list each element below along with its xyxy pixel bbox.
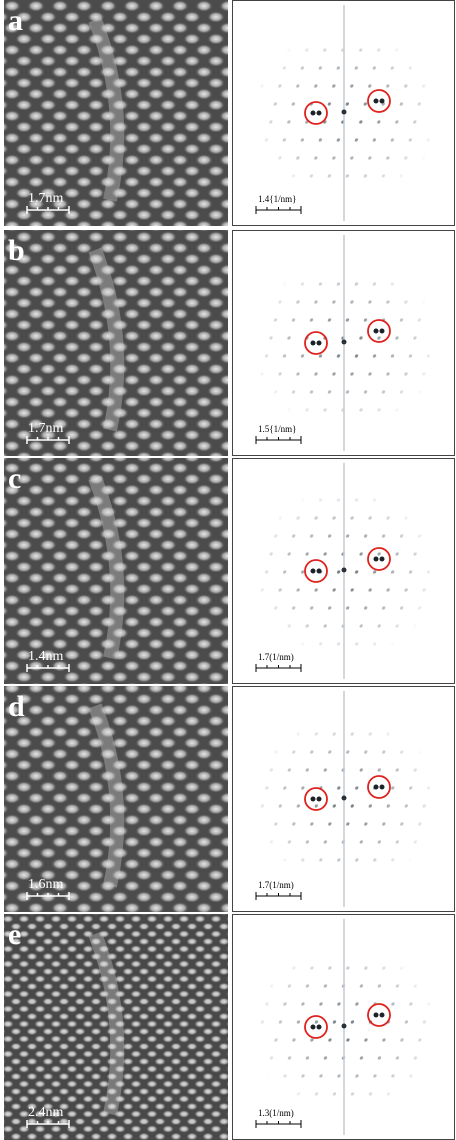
fft-center xyxy=(342,1024,347,1029)
panel-row: e 2.4nm 1.3(1/nm) xyxy=(4,914,455,1140)
panel-row: b 1.7nm 1.5{1/nm} xyxy=(4,230,455,456)
scale-label: 2.4nm xyxy=(28,1105,64,1120)
fft-peak xyxy=(374,99,379,104)
panel-label: c xyxy=(8,462,21,495)
page: a 1.7nm 1.4{1/nm} b 1.7nm 1.5{1/nm} c 1.4nm 1.7(… xyxy=(0,0,456,1140)
panel-row: d 1.6nm 1.7(1/nm) xyxy=(4,686,455,912)
fft-fade xyxy=(250,30,440,200)
figure: a 1.7nm 1.4{1/nm} b 1.7nm 1.5{1/nm} c 1.4nm 1.7(… xyxy=(0,0,456,1140)
fft-scale-label: 1.7(1/nm) xyxy=(258,880,294,890)
panel-row: c 1.4nm 1.7(1/nm) xyxy=(4,458,455,684)
scale-label: 1.4nm xyxy=(28,649,64,664)
fft-peak xyxy=(380,557,385,562)
fft-peak xyxy=(311,111,316,116)
fft-center xyxy=(342,796,347,801)
fft-fade xyxy=(250,260,440,430)
scale-label: 1.7nm xyxy=(28,191,64,206)
fft-peak xyxy=(317,1025,322,1030)
fft-peak xyxy=(374,329,379,334)
fft-peak xyxy=(374,785,379,790)
fft-peak xyxy=(374,557,379,562)
fft-peak xyxy=(317,797,322,802)
panel-label: a xyxy=(8,4,23,37)
fft-peak xyxy=(317,341,322,346)
fft-peak xyxy=(380,329,385,334)
fft-peak xyxy=(311,797,316,802)
fft-peak xyxy=(311,569,316,574)
panel-row: a 1.7nm 1.4{1/nm} xyxy=(4,0,455,226)
fft-scale-label: 1.5{1/nm} xyxy=(258,424,296,434)
panel-label: e xyxy=(8,918,21,951)
fft-center xyxy=(342,340,347,345)
fft-peak xyxy=(311,1025,316,1030)
fft-fade xyxy=(250,488,440,658)
fft-fade xyxy=(250,716,440,886)
fft-peak xyxy=(317,111,322,116)
fft-peak xyxy=(311,341,316,346)
panel-label: d xyxy=(8,690,25,723)
fft-center xyxy=(342,568,347,573)
fft-scale-label: 1.4{1/nm} xyxy=(258,194,296,204)
fft-peak xyxy=(380,99,385,104)
scale-label: 1.6nm xyxy=(28,877,64,892)
fft-peak xyxy=(374,1013,379,1018)
fft-scale-label: 1.3(1/nm) xyxy=(258,1108,294,1118)
fft-peak xyxy=(380,1013,385,1018)
scale-label: 1.7nm xyxy=(28,421,64,436)
fft-peak xyxy=(317,569,322,574)
fft-peak xyxy=(380,785,385,790)
fft-scale-label: 1.7(1/nm) xyxy=(258,652,294,662)
panel-label: b xyxy=(8,234,25,267)
fft-fade xyxy=(250,944,440,1114)
fft-center xyxy=(342,110,347,115)
